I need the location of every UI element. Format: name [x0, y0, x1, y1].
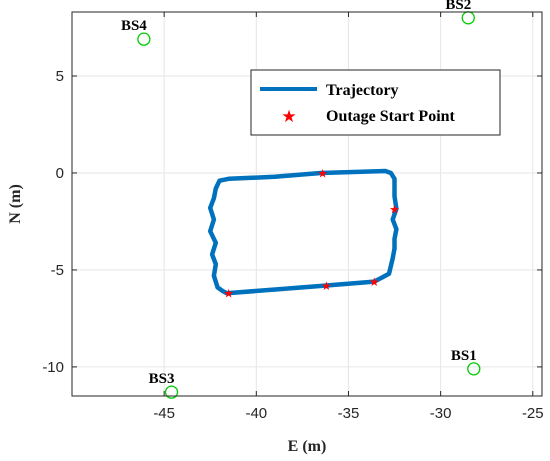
x-tick-label: -40	[245, 405, 267, 422]
base-station-label: BS1	[451, 348, 477, 364]
outage-start-marker: ★	[321, 279, 332, 293]
legend-outage-label: Outage Start Point	[326, 108, 456, 125]
legend-star-icon: ★	[281, 107, 296, 127]
trajectory-line	[207, 168, 399, 296]
outage-start-marker: ★	[223, 287, 234, 301]
x-tick-label: -45	[153, 405, 175, 422]
x-axis-title: E (m)	[288, 438, 327, 455]
y-tick-label: 0	[56, 165, 64, 182]
legend: Trajectory ★ Outage Start Point	[250, 69, 501, 136]
y-tick-label: -10	[42, 359, 64, 376]
x-tick-label: -35	[338, 405, 360, 422]
legend-box	[250, 69, 501, 136]
base-station-marker	[137, 32, 151, 46]
y-tick-label: -5	[51, 262, 64, 279]
base-station-label: BS3	[149, 371, 175, 387]
base-station-label: BS2	[445, 0, 471, 13]
outage-start-marker: ★	[317, 166, 328, 180]
base-station-marker	[164, 385, 179, 399]
axes-box	[71, 11, 543, 397]
y-tick-label: 5	[56, 68, 64, 85]
x-tick-label: -25	[522, 405, 544, 422]
y-axis-title: N (m)	[7, 184, 24, 224]
base-station-label: BS4	[121, 18, 147, 34]
outage-start-marker: ★	[389, 202, 400, 216]
series-layer: ★ ★ ★ ★ ★	[207, 166, 400, 301]
base-station-layer: BS1 BS2 BS3 BS4	[121, 0, 481, 399]
legend-trajectory-label: Trajectory	[326, 82, 399, 99]
outage-start-marker: ★	[369, 275, 380, 289]
base-station-marker	[467, 362, 481, 376]
tick-layer: -45 -40 -35 -30 -25 -10 -5 0 5	[42, 12, 544, 422]
x-tick-label: -30	[430, 405, 452, 422]
